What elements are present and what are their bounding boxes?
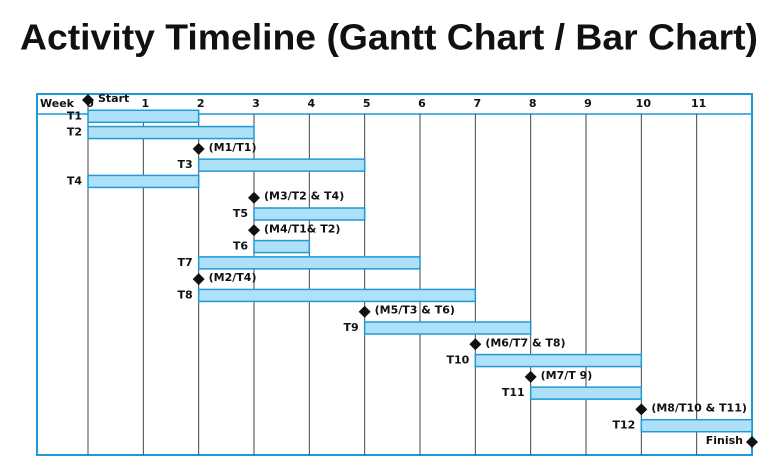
x-tick-label: 6 (418, 97, 426, 110)
task-label: T10 (447, 354, 470, 367)
task-label: T1 (67, 109, 82, 122)
milestone-label: (M5/T3 & T6) (375, 304, 455, 317)
x-tick-label: 3 (252, 97, 260, 110)
milestone-label: (M1/T1) (209, 141, 257, 154)
task-bar (529, 386, 643, 400)
milestone (248, 224, 260, 237)
task-label: T8 (177, 288, 192, 301)
task-bar (474, 353, 643, 368)
task-label: T7 (177, 256, 192, 269)
x-tick-label: 8 (529, 97, 537, 110)
x-tick-label: 4 (308, 97, 316, 110)
milestone-label: (M3/T2 & T4) (264, 190, 344, 203)
task-bar (87, 174, 200, 189)
task-label: T9 (343, 321, 358, 334)
task-label: T4 (67, 174, 83, 187)
milestone (469, 338, 482, 351)
task-label: T3 (177, 158, 192, 171)
task-bar (87, 109, 200, 124)
frame (36, 93, 753, 456)
x-tick-label: 2 (197, 97, 205, 110)
task-label: T6 (233, 240, 249, 253)
task-label: T2 (67, 126, 82, 139)
task-bar (87, 125, 255, 140)
milestone-label: (M8/T10 & T11) (651, 401, 747, 414)
task-bar (253, 239, 311, 254)
x-tick-label: 7 (474, 97, 482, 110)
x-tick-label: 9 (584, 97, 592, 110)
milestone-label: (M6/T7 & T8) (485, 336, 565, 349)
task-bar (363, 321, 532, 335)
task-bar (253, 207, 366, 221)
x-tick-label: 11 (691, 97, 706, 110)
milestone-label: (M4/T1& T2) (264, 222, 340, 235)
x-tick-label: 10 (636, 97, 652, 110)
x-axis-label: Week (40, 97, 75, 110)
milestone (192, 273, 205, 286)
milestone-label: Finish (706, 434, 743, 447)
task-bar (197, 158, 366, 172)
task-label: T12 (613, 419, 636, 432)
task-bar (197, 256, 421, 270)
task-bar (197, 288, 477, 303)
milestone-label: (M7/T 9) (541, 369, 593, 382)
milestone (82, 94, 94, 106)
milestone-label: (M2/T4) (209, 271, 257, 284)
x-tick-label: 5 (363, 97, 371, 110)
task-label: T5 (233, 207, 248, 220)
x-tick-label: 1 (142, 97, 150, 110)
task-label: T11 (502, 386, 525, 399)
milestone (248, 191, 260, 204)
task-bar (640, 418, 753, 433)
chart-title: Activity Timeline (Gantt Chart / Bar Cha… (20, 17, 758, 58)
milestone-label: Start (98, 92, 129, 105)
milestone (192, 142, 205, 155)
milestone (635, 403, 648, 416)
milestone (524, 370, 537, 383)
milestone (358, 305, 371, 318)
milestone (746, 436, 758, 448)
